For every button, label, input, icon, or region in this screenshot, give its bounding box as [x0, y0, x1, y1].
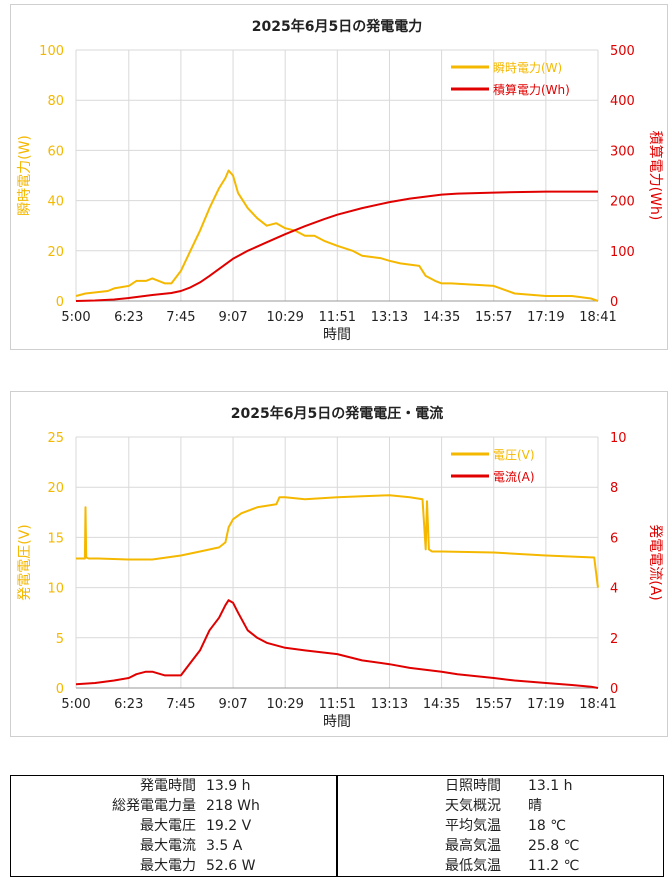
legend-label-2: 積算電力(Wh) — [493, 82, 570, 97]
summary-left-label: 最大電力 — [140, 858, 196, 874]
summary-left-value: 218 Wh — [206, 798, 260, 814]
summary-left-label: 最大電流 — [140, 838, 196, 854]
chart-title: 2025年6月5日の発電電圧・電流 — [231, 405, 443, 422]
y-tick-right: 300 — [610, 144, 635, 159]
x-tick-label: 9:07 — [218, 310, 247, 325]
summary-right-label: 日照時間 — [445, 778, 501, 794]
y-axis-label-right: 発電電流(A) — [647, 524, 663, 601]
series-line-1 — [75, 169, 599, 302]
summary-left-row: 総発電電力量 218 Wh — [11, 796, 336, 816]
y-tick-right: 0 — [610, 295, 618, 310]
summary-left-row: 最大電流 3.5 A — [11, 836, 336, 856]
series-line-1 — [76, 494, 599, 588]
legend-label-1: 電圧(V) — [493, 448, 535, 462]
y-tick-right: 500 — [610, 44, 635, 59]
x-tick-label: 5:00 — [61, 697, 90, 712]
y-tick-right: 100 — [610, 245, 635, 260]
legend-label-1: 瞬時電力(W) — [493, 61, 562, 75]
y-tick-left: 0 — [56, 682, 64, 697]
x-tick-label: 13:13 — [371, 310, 408, 325]
y-tick-left: 20 — [47, 481, 64, 496]
summary-right-row: 最高気温 25.8 ℃ — [338, 836, 663, 856]
y-tick-right: 8 — [610, 481, 618, 496]
summary-right-value: 25.8 ℃ — [528, 838, 580, 854]
power-chart: 2025年6月5日の発電電力 0 0 20 100 40 200 60 300 80 400 100 5… — [17, 18, 663, 343]
summary-table: 発電時間 13.9 h 総発電電力量 218 Wh 最大電圧 19.2 V 最大電流 3.5 … — [10, 775, 664, 877]
y-tick-left: 80 — [47, 94, 64, 109]
summary-left-label: 最大電圧 — [140, 818, 196, 834]
summary-left-value: 3.5 A — [206, 838, 243, 854]
y-tick-left: 0 — [56, 295, 64, 310]
y-tick-left: 15 — [47, 531, 64, 546]
summary-right-row: 日照時間 13.1 h — [338, 776, 663, 796]
y-tick-right: 2 — [610, 632, 618, 647]
series-line-2 — [75, 190, 598, 302]
y-tick-left: 5 — [56, 632, 64, 647]
summary-right-value: 11.2 ℃ — [528, 858, 580, 874]
summary-left-row: 最大電圧 19.2 V — [11, 816, 336, 836]
y-tick-right: 10 — [610, 431, 627, 446]
summary-left-label: 発電時間 — [140, 778, 196, 794]
x-tick-label: 11:51 — [319, 697, 356, 712]
y-tick-right: 4 — [610, 582, 618, 597]
x-tick-label: 17:19 — [527, 697, 564, 712]
y-tick-left: 20 — [47, 245, 64, 260]
summary-right-label: 天気概況 — [445, 798, 501, 814]
y-tick-left: 100 — [39, 44, 64, 59]
x-tick-label: 9:07 — [218, 697, 247, 712]
x-tick-label: 15:57 — [475, 697, 512, 712]
summary-right-label: 最高気温 — [445, 838, 501, 854]
y-tick-left: 60 — [47, 144, 64, 159]
summary-left-value: 19.2 V — [206, 818, 252, 834]
summary-left-column: 発電時間 13.9 h 総発電電力量 218 Wh 最大電圧 19.2 V 最大電流 3.5 … — [11, 776, 338, 876]
x-tick-label: 14:35 — [423, 697, 460, 712]
summary-right-row: 最低気温 11.2 ℃ — [338, 856, 663, 876]
x-tick-label: 7:45 — [166, 310, 195, 325]
summary-left-value: 13.9 h — [206, 778, 251, 794]
x-tick-label: 10:29 — [266, 310, 303, 325]
summary-right-row: 天気概況 晴 — [338, 796, 663, 816]
summary-left-row: 最大電力 52.6 W — [11, 856, 336, 876]
summary-right-value: 晴 — [528, 798, 542, 814]
summary-left-label: 総発電電力量 — [112, 798, 196, 814]
summary-left-value: 52.6 W — [206, 858, 256, 874]
x-tick-label: 15:57 — [475, 310, 512, 325]
y-tick-right: 200 — [610, 195, 635, 210]
x-tick-label: 6:23 — [114, 310, 143, 325]
chart-title: 2025年6月5日の発電電力 — [252, 18, 422, 35]
y-tick-left: 25 — [47, 431, 64, 446]
y-tick-left: 10 — [47, 582, 64, 597]
x-tick-label: 7:45 — [166, 697, 195, 712]
x-tick-label: 14:35 — [423, 310, 460, 325]
summary-right-column: 日照時間 13.1 h 天気概況 晴平均気温 18 ℃ 最高気温 25.8 ℃ 最低気温 11.… — [338, 776, 663, 876]
summary-right-row: 平均気温 18 ℃ — [338, 816, 663, 836]
x-tick-label: 13:13 — [371, 697, 408, 712]
summary-right-label: 平均気温 — [445, 818, 501, 834]
summary-right-value: 13.1 h — [528, 778, 573, 794]
x-tick-label: 5:00 — [61, 310, 90, 325]
summary-left-row: 発電時間 13.9 h — [11, 776, 336, 796]
y-tick-left: 40 — [47, 195, 64, 210]
x-tick-label: 6:23 — [114, 697, 143, 712]
x-tick-label: 10:29 — [266, 697, 303, 712]
y-axis-label-right: 積算電力(Wh) — [647, 131, 663, 221]
y-axis-label-left: 瞬時電力(W) — [17, 135, 33, 216]
summary-right-label: 最低気温 — [445, 858, 501, 874]
x-tick-label: 18:41 — [579, 310, 616, 325]
legend-label-2: 電流(A) — [493, 470, 535, 484]
voltage-current-chart-panel: 2025年6月5日の発電電圧・電流 0 0 5 2 10 4 15 6 20 8 25 10 5:00 6:… — [10, 391, 668, 737]
x-tick-label: 17:19 — [527, 310, 564, 325]
y-tick-right: 400 — [610, 94, 635, 109]
x-tick-label: 11:51 — [319, 310, 356, 325]
x-axis-label: 時間 — [323, 714, 351, 730]
summary-right-value: 18 ℃ — [528, 818, 566, 834]
power-chart-panel: 2025年6月5日の発電電力 0 0 20 100 40 200 60 300 80 400 100 5… — [10, 4, 668, 350]
y-axis-label-left: 発電電圧(V) — [17, 524, 33, 601]
x-tick-label: 18:41 — [579, 697, 616, 712]
x-axis-label: 時間 — [323, 327, 351, 343]
series-line-2 — [75, 599, 599, 689]
y-tick-right: 0 — [610, 682, 618, 697]
y-tick-right: 6 — [610, 531, 618, 546]
voltage-current-chart: 2025年6月5日の発電電圧・電流 0 0 5 2 10 4 15 6 20 8 25 10 5:00 6:… — [17, 405, 663, 730]
